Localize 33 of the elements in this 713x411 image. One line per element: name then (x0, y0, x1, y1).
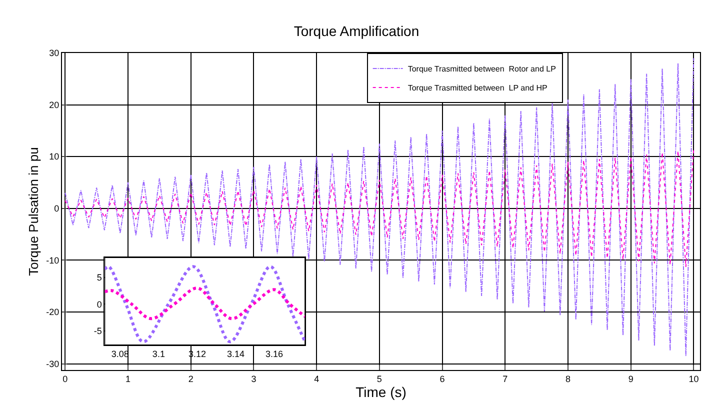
y-tick-label: 30 (49, 48, 60, 58)
legend-label: Torque Trasmitted between Rotor and LP (408, 64, 556, 74)
x-tick-label: 8 (565, 374, 571, 384)
x-axis-title: Time (s) (356, 384, 406, 400)
x-tick-label: 3.16 (265, 348, 284, 359)
y-tick-label: 0 (54, 204, 60, 214)
line-series (64, 148, 694, 268)
y-axis-title: Torque Pulsation in pu (26, 147, 42, 276)
x-tick-label: 6 (440, 374, 445, 384)
x-tick-label: 3.14 (226, 348, 244, 359)
legend-label: Torque Trasmitted between LP and HP (408, 84, 548, 93)
x-tick-label: 3.1 (152, 348, 165, 359)
y-tick-label: -10 (46, 255, 60, 266)
chart-title: Torque Amplification (294, 22, 420, 39)
y-tick-label: -20 (46, 307, 60, 318)
y-tick-label: 10 (49, 152, 60, 162)
y-tick-label: -30 (46, 358, 60, 369)
x-tick-label: 0 (62, 374, 68, 384)
x-tick-label: 9 (628, 374, 634, 384)
x-tick-label: 5 (376, 374, 382, 384)
x-tick-label: 2 (188, 374, 194, 384)
line-series (64, 58, 694, 357)
y-tick-label: -5 (94, 326, 102, 336)
y-tick-label: 5 (96, 272, 102, 282)
x-tick-label: 10 (688, 374, 699, 384)
y-tick-label: 0 (96, 299, 102, 310)
x-tick-label: 1 (125, 374, 131, 384)
line-series (104, 286, 306, 320)
x-tick-label: 3 (251, 374, 256, 384)
y-tick-label: 20 (49, 100, 60, 110)
x-tick-label: 4 (314, 374, 320, 384)
line-series (104, 265, 306, 344)
x-tick-label: 7 (502, 374, 508, 384)
